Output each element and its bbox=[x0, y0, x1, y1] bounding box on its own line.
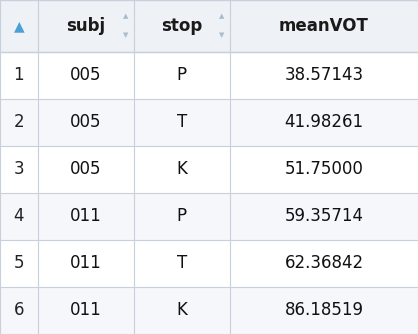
Text: K: K bbox=[176, 302, 187, 320]
Text: 1: 1 bbox=[13, 66, 24, 84]
Text: 86.18519: 86.18519 bbox=[285, 302, 363, 320]
Text: ▲: ▲ bbox=[123, 14, 128, 20]
Text: P: P bbox=[177, 66, 187, 84]
Text: K: K bbox=[176, 160, 187, 178]
Text: ▲: ▲ bbox=[219, 14, 224, 20]
Text: ▲: ▲ bbox=[13, 19, 24, 33]
FancyBboxPatch shape bbox=[0, 0, 418, 52]
Text: 38.57143: 38.57143 bbox=[284, 66, 364, 84]
Text: 62.36842: 62.36842 bbox=[284, 255, 364, 273]
Text: ▼: ▼ bbox=[123, 32, 128, 38]
Text: 41.98261: 41.98261 bbox=[284, 113, 364, 131]
Text: 005: 005 bbox=[70, 160, 102, 178]
FancyBboxPatch shape bbox=[0, 52, 418, 99]
Text: stop: stop bbox=[161, 17, 202, 35]
FancyBboxPatch shape bbox=[0, 240, 418, 287]
Text: 5: 5 bbox=[13, 255, 24, 273]
Text: meanVOT: meanVOT bbox=[279, 17, 369, 35]
Text: 011: 011 bbox=[70, 207, 102, 225]
Text: T: T bbox=[177, 113, 187, 131]
Text: T: T bbox=[177, 255, 187, 273]
Text: 3: 3 bbox=[13, 160, 24, 178]
FancyBboxPatch shape bbox=[0, 146, 418, 193]
Text: 6: 6 bbox=[13, 302, 24, 320]
Text: 011: 011 bbox=[70, 302, 102, 320]
Text: 011: 011 bbox=[70, 255, 102, 273]
Text: P: P bbox=[177, 207, 187, 225]
FancyBboxPatch shape bbox=[0, 99, 418, 146]
FancyBboxPatch shape bbox=[0, 287, 418, 334]
Text: 4: 4 bbox=[13, 207, 24, 225]
Text: ▼: ▼ bbox=[219, 32, 224, 38]
FancyBboxPatch shape bbox=[0, 193, 418, 240]
Text: 51.75000: 51.75000 bbox=[285, 160, 363, 178]
Text: 005: 005 bbox=[70, 113, 102, 131]
Text: 59.35714: 59.35714 bbox=[285, 207, 363, 225]
Text: subj: subj bbox=[66, 17, 105, 35]
Text: 2: 2 bbox=[13, 113, 24, 131]
Text: 005: 005 bbox=[70, 66, 102, 84]
